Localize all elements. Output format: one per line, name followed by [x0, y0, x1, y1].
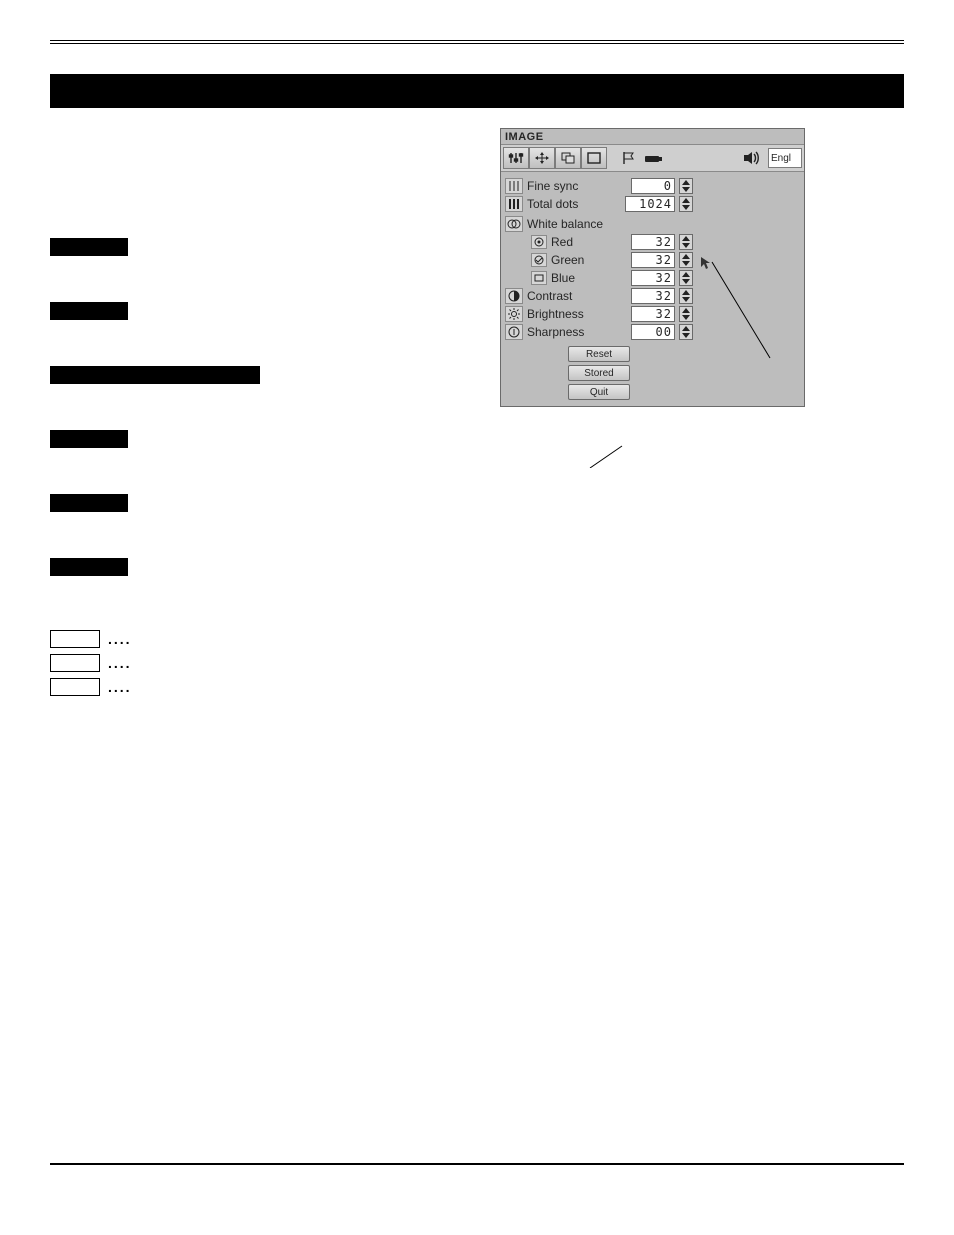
- mini-button[interactable]: [50, 678, 100, 696]
- contrast-spinner[interactable]: [679, 288, 693, 304]
- reset-button[interactable]: Reset: [568, 346, 630, 362]
- language-chip[interactable]: Engl: [768, 148, 802, 168]
- toolbar-projector-icon[interactable]: [645, 147, 663, 169]
- white-balance-label: White balance: [527, 217, 603, 231]
- total-dots-spinner[interactable]: [679, 196, 693, 212]
- panel-caption: IMAGE: [501, 129, 804, 144]
- stored-button[interactable]: Stored: [568, 365, 630, 381]
- white-balance-icon: [505, 216, 523, 232]
- toolbar-windows-icon[interactable]: [555, 147, 581, 169]
- contrast-icon: [505, 288, 523, 304]
- heading-pill: [50, 366, 260, 384]
- green-value[interactable]: 32: [631, 252, 675, 268]
- green-label: Green: [551, 253, 627, 267]
- red-value[interactable]: 32: [631, 234, 675, 250]
- mini-button[interactable]: [50, 654, 100, 672]
- heading-pill: [50, 302, 128, 320]
- heading-pill: [50, 238, 128, 256]
- panel-toolbar: Engl: [501, 144, 804, 172]
- top-double-rule: [50, 40, 904, 44]
- quit-button[interactable]: Quit: [568, 384, 630, 400]
- toolbar-flag-icon[interactable]: [617, 147, 643, 169]
- heading-pill: [50, 430, 128, 448]
- sharpness-value[interactable]: 00: [631, 324, 675, 340]
- total-dots-value[interactable]: 1024: [625, 196, 675, 212]
- red-spinner[interactable]: [679, 234, 693, 250]
- red-label: Red: [551, 235, 627, 249]
- green-icon: [531, 253, 547, 267]
- left-column: .... .... ....: [50, 128, 480, 702]
- ellipsis: ....: [108, 631, 132, 647]
- section-title-bar: [50, 74, 904, 108]
- red-icon: [531, 235, 547, 249]
- blue-value[interactable]: 32: [631, 270, 675, 286]
- heading-pill: [50, 558, 128, 576]
- ellipsis: ....: [108, 655, 132, 671]
- fine-sync-value[interactable]: 0: [631, 178, 675, 194]
- fine-sync-label: Fine sync: [527, 179, 627, 193]
- fine-sync-icon: [505, 178, 523, 194]
- sharpness-spinner[interactable]: [679, 324, 693, 340]
- toolbar-move-icon[interactable]: [529, 147, 555, 169]
- toolbar-screen-icon[interactable]: [581, 147, 607, 169]
- sharpness-label: Sharpness: [527, 325, 627, 339]
- heading-pill: [50, 494, 128, 512]
- blue-label: Blue: [551, 271, 627, 285]
- green-spinner[interactable]: [679, 252, 693, 268]
- mini-button[interactable]: [50, 630, 100, 648]
- blue-icon: [531, 271, 547, 285]
- image-panel: IMAGE: [500, 128, 805, 407]
- total-dots-label: Total dots: [527, 197, 621, 211]
- total-dots-icon: [505, 196, 523, 212]
- contrast-value[interactable]: 32: [631, 288, 675, 304]
- sharpness-icon: [505, 324, 523, 340]
- ellipsis: ....: [108, 679, 132, 695]
- fine-sync-spinner[interactable]: [679, 178, 693, 194]
- brightness-value[interactable]: 32: [631, 306, 675, 322]
- toolbar-sliders-icon[interactable]: [503, 147, 529, 169]
- image-panel-wrap: IMAGE: [500, 128, 805, 702]
- cursor-icon: [700, 256, 714, 270]
- button-list: .... .... ....: [50, 630, 480, 696]
- brightness-icon: [505, 306, 523, 322]
- bottom-rule: [50, 1163, 904, 1165]
- brightness-label: Brightness: [527, 307, 627, 321]
- brightness-spinner[interactable]: [679, 306, 693, 322]
- contrast-label: Contrast: [527, 289, 627, 303]
- toolbar-sound-icon[interactable]: [740, 147, 766, 169]
- blue-spinner[interactable]: [679, 270, 693, 286]
